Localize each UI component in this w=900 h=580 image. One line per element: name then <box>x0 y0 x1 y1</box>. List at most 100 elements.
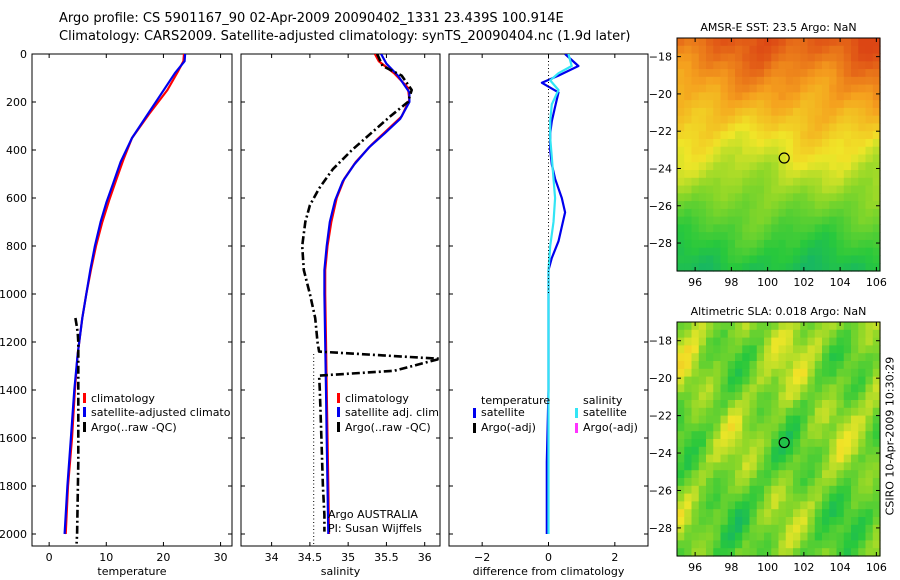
x-tick-label: 0 <box>46 551 53 564</box>
heatmap-cell <box>800 407 809 417</box>
heatmap-cell <box>829 84 838 93</box>
heatmap-cell <box>771 69 780 78</box>
heatmap-cell <box>865 100 874 109</box>
heatmap-cell <box>735 84 743 93</box>
heatmap-cell <box>756 509 765 518</box>
heatmap-cell <box>756 263 765 272</box>
heatmap-cell <box>836 247 845 257</box>
heatmap-cell <box>756 201 765 210</box>
heatmap-cell <box>691 329 700 339</box>
heatmap-cell <box>764 115 772 125</box>
heatmap-cell <box>698 517 707 526</box>
heatmap-cell <box>843 345 852 354</box>
heatmap-cell <box>872 177 881 187</box>
heatmap-cell <box>684 337 693 346</box>
heatmap-cell <box>843 446 852 456</box>
heatmap-cell <box>851 131 859 140</box>
legend-swatch <box>575 423 578 433</box>
heatmap-cell <box>851 138 859 148</box>
heatmap-cell <box>843 115 852 125</box>
heatmap-cell <box>872 446 881 456</box>
heatmap-cell <box>720 415 729 424</box>
heatmap-cell <box>778 470 787 479</box>
heatmap-cell <box>865 115 874 125</box>
heatmap-cell <box>735 162 743 171</box>
heatmap-cell <box>865 138 874 148</box>
heatmap-cell <box>771 368 780 378</box>
heatmap-cell <box>706 423 714 432</box>
heatmap-cell <box>727 368 736 378</box>
heatmap-cell <box>851 255 859 264</box>
heatmap-cell <box>843 216 852 225</box>
heatmap-cell <box>785 255 794 264</box>
heatmap-cell <box>720 185 729 194</box>
heatmap-cell <box>756 446 765 456</box>
heatmap-cell <box>793 76 801 86</box>
heatmap-cell <box>684 185 693 194</box>
heatmap-cell <box>677 524 685 534</box>
heatmap-cell <box>720 439 729 448</box>
heatmap-cell <box>756 76 765 86</box>
heatmap-cell <box>706 255 714 264</box>
heatmap-cell <box>814 329 823 339</box>
heatmap-cell <box>800 439 809 448</box>
heatmap-cell <box>742 400 751 409</box>
heatmap-cell <box>749 509 758 518</box>
heatmap-cell <box>749 384 758 393</box>
heatmap-cell <box>713 392 722 401</box>
heatmap-cell <box>807 239 816 249</box>
heatmap-cell <box>691 92 700 101</box>
heatmap-cell <box>851 239 859 249</box>
heatmap-cell <box>793 322 801 331</box>
heatmap-cell <box>843 462 852 471</box>
heatmap-cell <box>735 92 743 101</box>
heatmap-cell <box>807 170 816 179</box>
heatmap-cell <box>778 540 787 549</box>
heatmap-cell <box>778 201 787 210</box>
heatmap-cell <box>764 454 772 463</box>
heatmap-cell <box>829 415 838 424</box>
heatmap-cell <box>706 376 714 385</box>
heatmap-cell <box>800 454 809 463</box>
heatmap-cell <box>872 76 881 86</box>
heatmap-cell <box>720 45 729 55</box>
heatmap-cell <box>800 415 809 424</box>
heatmap-cell <box>684 247 693 257</box>
heatmap-cell <box>851 201 859 210</box>
heatmap-cell <box>829 540 838 549</box>
heatmap-cell <box>677 193 685 202</box>
heatmap-cell <box>865 446 874 456</box>
heatmap-cell <box>872 532 881 541</box>
map-y-tick-label: −28 <box>649 522 672 535</box>
heatmap-cell <box>836 69 845 78</box>
heatmap-cell <box>735 201 743 210</box>
heatmap-cell <box>749 423 758 432</box>
heatmap-cell <box>872 501 881 510</box>
legend-swatch <box>337 422 340 432</box>
heatmap-cell <box>829 337 838 346</box>
heatmap-cell <box>807 423 816 432</box>
heatmap-cell <box>793 92 801 101</box>
heatmap-cell <box>865 532 874 541</box>
heatmap-cell <box>771 462 780 471</box>
legend-label: satellite <box>583 406 627 419</box>
heatmap-cell <box>807 53 816 62</box>
heatmap-cell <box>872 92 881 101</box>
heatmap-cell <box>836 76 845 86</box>
heatmap-cell <box>684 45 693 55</box>
heatmap-cell <box>807 540 816 549</box>
heatmap-cell <box>836 415 845 424</box>
heatmap-cell <box>713 431 722 440</box>
heatmap-cell <box>720 322 729 331</box>
temperature-series-argo-raw-qc- <box>74 317 80 544</box>
heatmap-cell <box>720 524 729 534</box>
heatmap-cell <box>764 415 772 424</box>
heatmap-cell <box>764 337 772 346</box>
heatmap-cell <box>764 177 772 187</box>
heatmap-cell <box>851 446 859 456</box>
heatmap-cell <box>778 454 787 463</box>
heatmap-cell <box>706 548 714 557</box>
heatmap-cell <box>829 423 838 432</box>
heatmap-cell <box>793 185 801 194</box>
heatmap-cell <box>764 107 772 117</box>
